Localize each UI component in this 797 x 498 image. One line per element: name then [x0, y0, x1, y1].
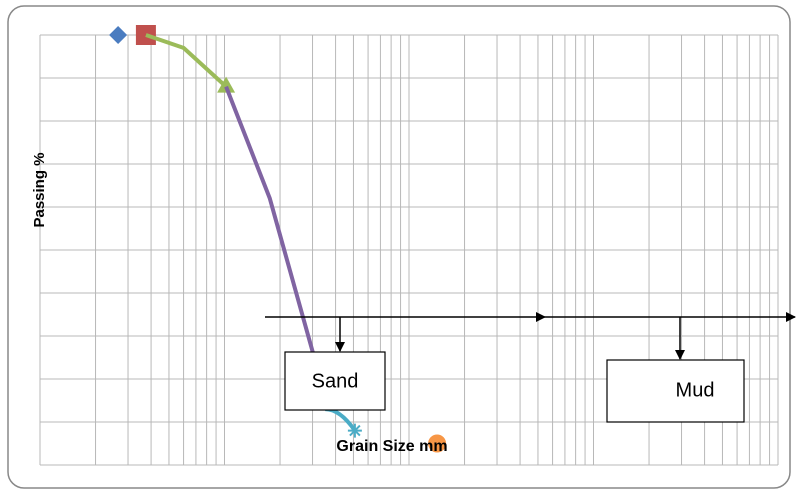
chart-frame — [7, 5, 791, 489]
y-axis-label: Passing % — [31, 152, 48, 227]
grid — [39, 34, 779, 466]
series-line — [224, 85, 315, 354]
sand-box — [284, 351, 386, 411]
marker — [428, 434, 447, 453]
plot — [109, 25, 447, 453]
x-axis-label: Grain Size mm — [336, 438, 447, 455]
marker — [109, 26, 128, 44]
mud-box — [606, 359, 745, 423]
marker — [347, 423, 362, 438]
series-line — [145, 33, 228, 89]
marker — [217, 76, 236, 93]
annotation-arrows — [265, 312, 796, 360]
annotation: Sand — [312, 370, 359, 392]
annotation: Mud — [676, 379, 715, 401]
